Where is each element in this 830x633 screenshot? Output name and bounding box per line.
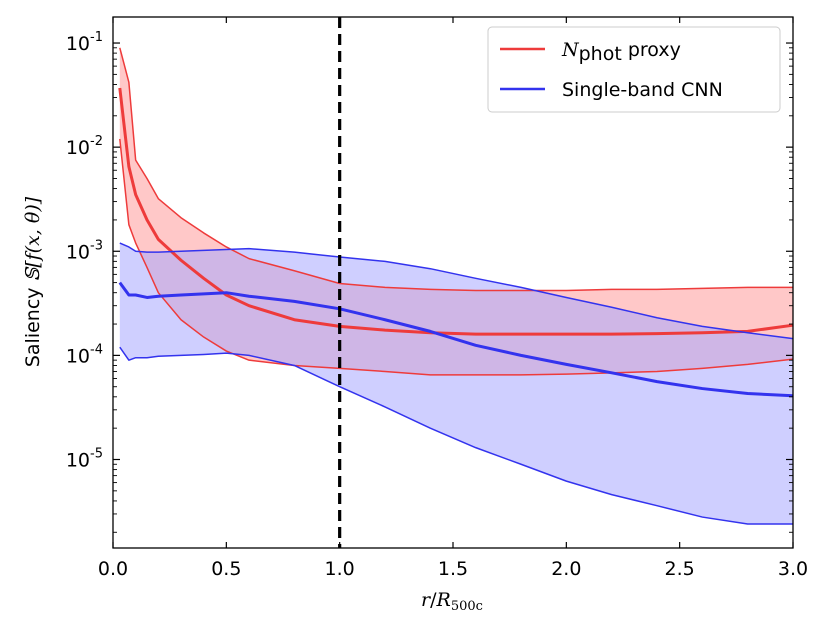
y-label-math: 𝕊[f(x, θ)]	[22, 196, 44, 281]
x-label-r: R	[436, 589, 451, 611]
y-axis-label: Saliency 𝕊[f(x, θ)]	[22, 196, 44, 367]
confidence-bands	[119, 47, 794, 525]
x-label-var: r	[421, 589, 432, 611]
x-label-slash: /	[430, 589, 437, 611]
x-axis-ticks: 0.0 0.5 1.0 1.5 2.0 2.5 3.0	[98, 17, 808, 580]
x-label-subscript: 500c	[451, 599, 483, 614]
legend-nphot-subscript: phot	[579, 43, 622, 65]
x-tick-label: 0.5	[211, 558, 241, 580]
legend: Nphot proxy Single-band CNN	[487, 26, 781, 113]
x-axis-label: r/R500c	[421, 589, 483, 614]
y-tick-label: 10-3	[66, 238, 103, 263]
y-tick-base: 10	[66, 241, 90, 263]
legend-box	[487, 26, 781, 113]
x-tick-label: 2.5	[665, 558, 695, 580]
y-tick-label: 10-4	[66, 342, 103, 367]
band-cnn	[119, 243, 794, 525]
line-cnn-lower-bound	[119, 346, 793, 525]
x-tick-label: 3.0	[778, 558, 808, 580]
y-tick-exponent: -4	[90, 342, 103, 357]
y-axis-ticks: 10-110-210-310-410-5	[66, 30, 793, 533]
y-tick-base: 10	[66, 450, 90, 472]
y-tick-base: 10	[66, 345, 90, 367]
y-tick-exponent: -1	[90, 30, 103, 45]
x-tick-label: 1.0	[325, 558, 355, 580]
y-tick-label: 10-1	[66, 30, 103, 55]
y-tick-exponent: -5	[90, 447, 103, 462]
y-tick-label: 10-2	[66, 134, 103, 159]
line-nphot-lower-bound	[119, 138, 794, 376]
line-nphot-upper-bound	[119, 47, 793, 292]
legend-entry-nphot: Nphot proxy	[561, 39, 681, 65]
x-tick-label: 2.0	[551, 558, 581, 580]
y-tick-base: 10	[66, 137, 90, 159]
y-tick-exponent: -2	[90, 134, 103, 149]
legend-nphot-symbol: N	[561, 39, 580, 61]
y-tick-base: 10	[66, 33, 90, 55]
y-label-text: Saliency	[22, 287, 44, 367]
x-tick-label: 0.0	[98, 558, 128, 580]
y-tick-exponent: -3	[90, 238, 103, 253]
legend-entry-cnn: Single-band CNN	[562, 79, 723, 101]
y-tick-label: 10-5	[66, 447, 103, 472]
legend-nphot-text: proxy	[622, 39, 681, 61]
x-tick-label: 1.5	[438, 558, 468, 580]
